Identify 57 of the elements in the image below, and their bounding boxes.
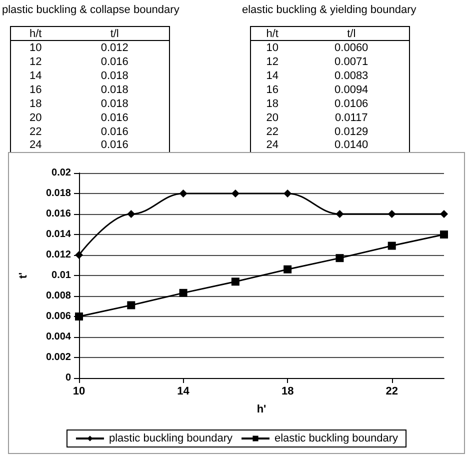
text: 14 bbox=[28, 68, 43, 82]
text: 10 bbox=[265, 40, 280, 54]
text: 0.018 bbox=[100, 96, 130, 110]
text: 22 bbox=[28, 124, 43, 138]
text: 0.0140 bbox=[334, 138, 370, 152]
text: 0.0094 bbox=[334, 82, 370, 96]
x-tick-label: 14 bbox=[177, 386, 190, 398]
y-tick-label: 0 bbox=[65, 372, 72, 384]
y-axis-title: t' bbox=[18, 272, 30, 279]
text: h/t bbox=[10, 26, 60, 40]
text: 14 bbox=[265, 68, 280, 82]
y-tick-label: 0.008 bbox=[46, 290, 72, 302]
y-tick-label: 0.018 bbox=[46, 188, 72, 199]
text: 0.0060 bbox=[334, 40, 370, 54]
text: 0.0083 bbox=[334, 68, 370, 82]
y-tick-label: 0.014 bbox=[46, 229, 72, 240]
text: plastic buckling & collapse boundary bbox=[2, 4, 180, 18]
text: 0.0117 bbox=[334, 110, 369, 124]
legend-label: plastic buckling boundary bbox=[108, 432, 233, 444]
text: 12 bbox=[28, 54, 43, 68]
y-tick-label: 0.002 bbox=[46, 352, 72, 363]
text: 24 bbox=[28, 138, 43, 152]
x-tick-label: 10 bbox=[72, 386, 86, 398]
text: 24 bbox=[265, 138, 280, 152]
text: 16 bbox=[28, 82, 43, 96]
y-tick-label: 0.01 bbox=[52, 270, 72, 281]
text: 0.016 bbox=[100, 124, 130, 138]
text: elastic buckling & yielding boundary bbox=[242, 4, 418, 18]
text: 18 bbox=[265, 96, 280, 110]
text: 20 bbox=[265, 110, 280, 124]
text: 0.0071 bbox=[334, 54, 370, 68]
text: 10 bbox=[28, 40, 43, 54]
text: 20 bbox=[28, 110, 43, 124]
x-tick-label: 22 bbox=[386, 386, 398, 398]
text: 0.018 bbox=[100, 68, 130, 82]
text: 12 bbox=[265, 54, 280, 68]
text: t/l bbox=[294, 26, 410, 40]
y-tick-label: 0.02 bbox=[52, 168, 72, 178]
text: 16 bbox=[265, 82, 280, 96]
text: 18 bbox=[28, 96, 43, 110]
text: 0.0129 bbox=[334, 124, 370, 138]
y-tick-label: 0.016 bbox=[46, 208, 72, 220]
x-axis-title: h' bbox=[256, 404, 267, 416]
y-tick-label: 0.006 bbox=[46, 311, 72, 322]
text: 22 bbox=[265, 124, 280, 138]
text: t/l bbox=[60, 26, 170, 40]
text: 0.016 bbox=[100, 138, 130, 152]
text: 0.016 bbox=[100, 54, 130, 68]
y-tick-label: 0.012 bbox=[46, 250, 72, 260]
text: 0.012 bbox=[100, 40, 130, 54]
text: 0.018 bbox=[100, 82, 130, 96]
text: 0.0106 bbox=[334, 96, 370, 110]
legend-label: elastic buckling boundary bbox=[274, 432, 399, 444]
y-tick-label: 0.004 bbox=[46, 332, 72, 342]
text: h/t bbox=[250, 26, 294, 40]
x-tick-label: 18 bbox=[281, 386, 294, 398]
text: 0.016 bbox=[100, 110, 130, 124]
